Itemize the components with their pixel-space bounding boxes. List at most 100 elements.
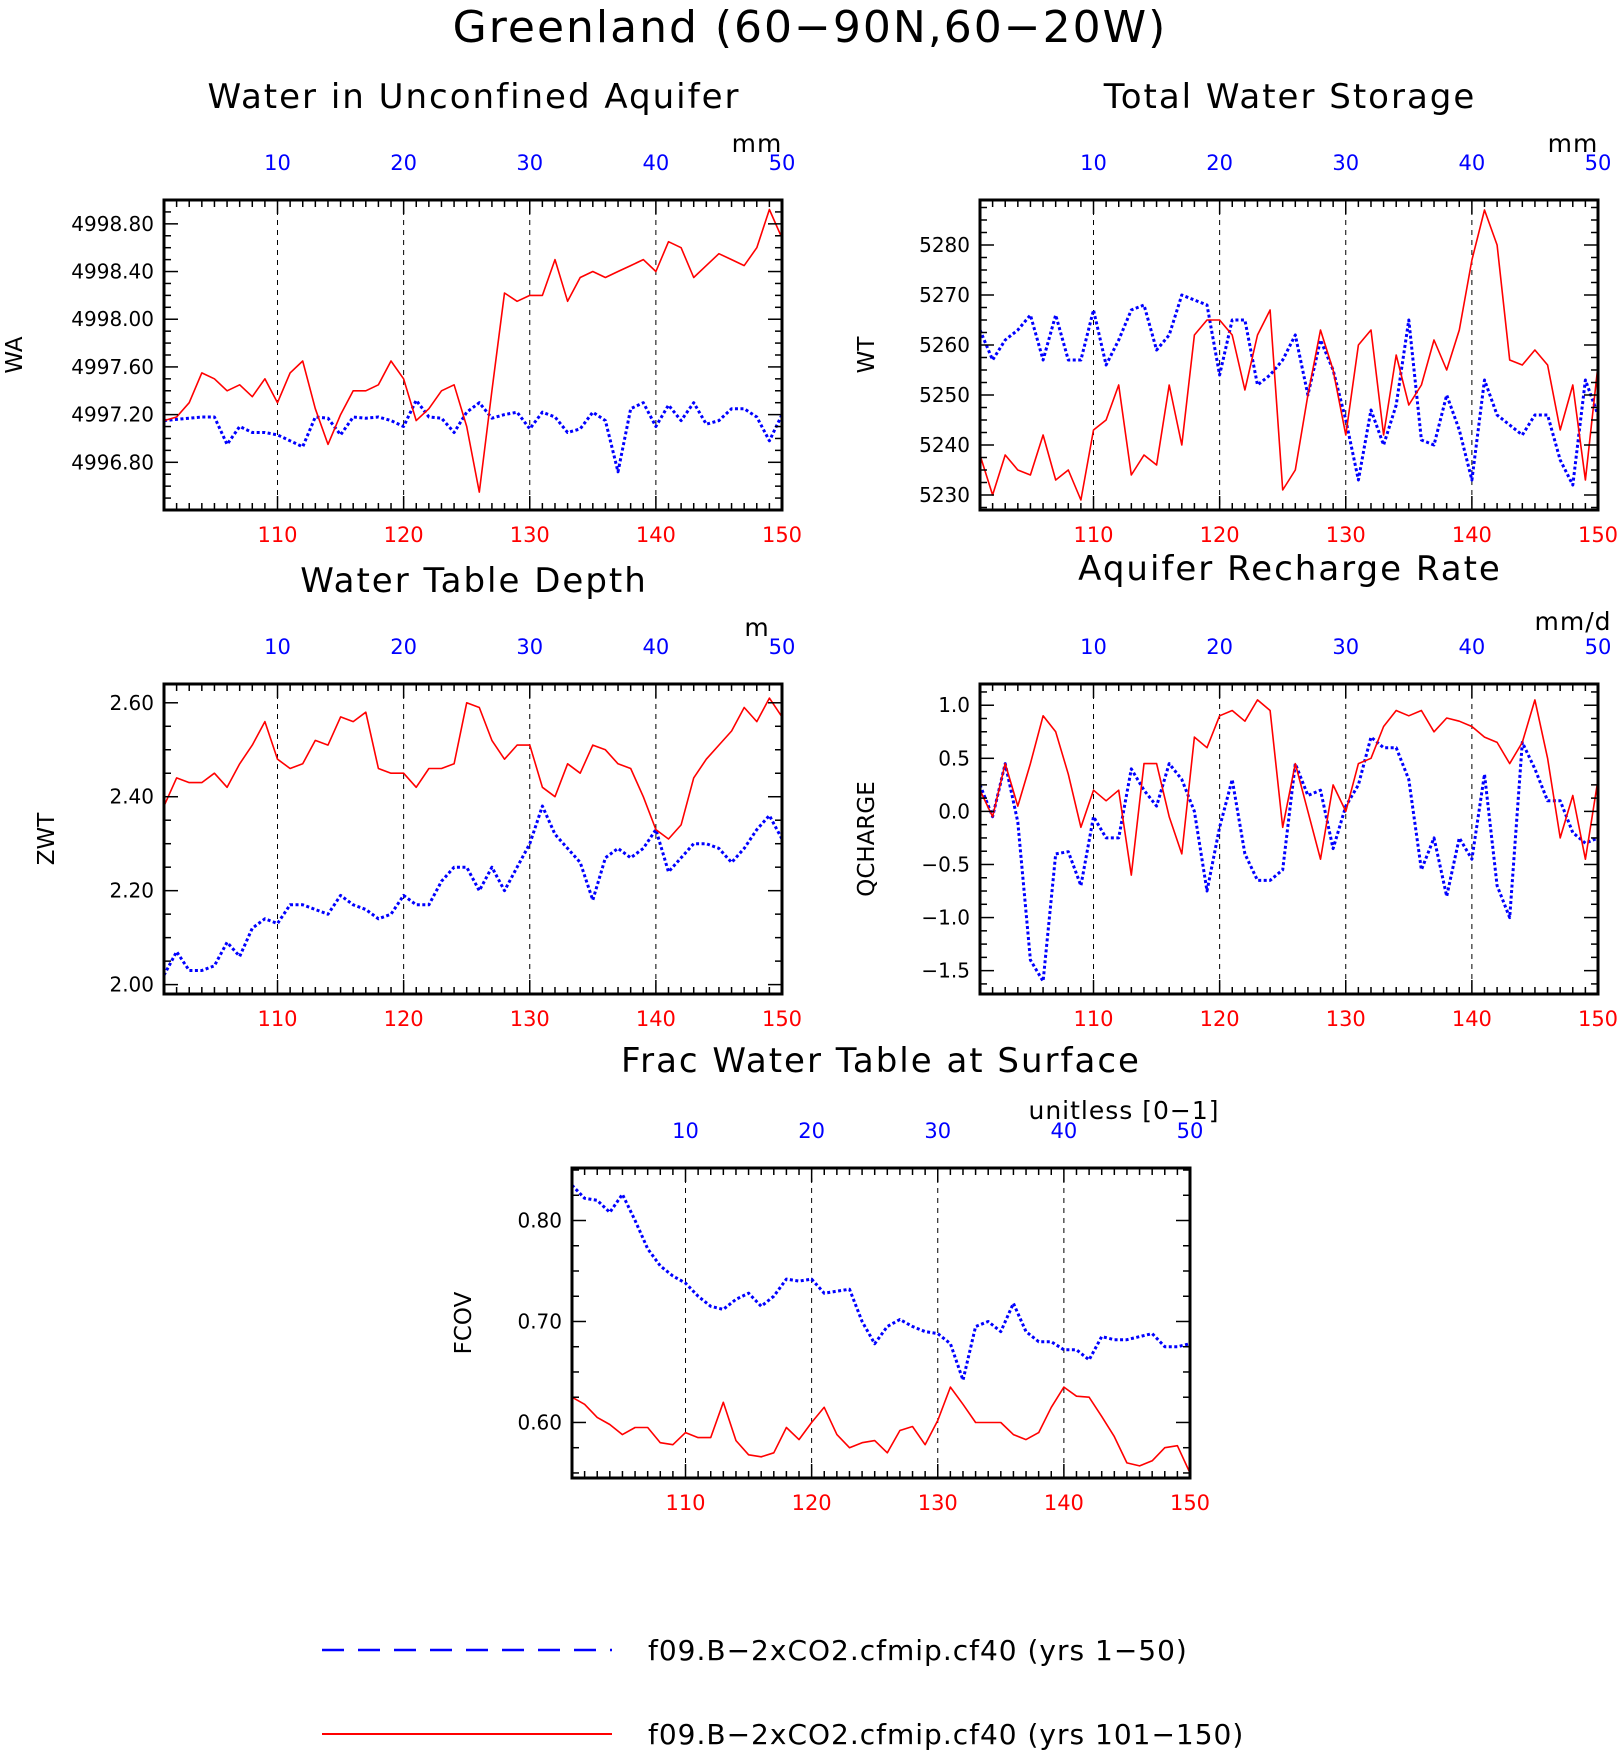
series-line-yrs-1-50 <box>163 398 784 474</box>
x-tick-label-top: 20 <box>798 1119 825 1143</box>
x-tick-label-top: 30 <box>1332 635 1359 659</box>
x-tick-label-top: 10 <box>264 151 291 175</box>
plot-frame <box>570 1166 1192 1480</box>
x-tick-label-bottom: 120 <box>384 1007 424 1031</box>
chart-panel: Aquifer Recharge Rate mm/d QCHARGE 110 120 13… <box>854 549 1618 1031</box>
y-tick-label: −0.5 <box>921 852 970 876</box>
x-tick-label-top: 10 <box>672 1119 699 1143</box>
x-tick-label-bottom: 120 <box>384 523 424 547</box>
units-label: m <box>744 613 769 642</box>
y-tick-label: 1.0 <box>938 693 970 717</box>
x-tick-label-top: 40 <box>1051 1119 1078 1143</box>
x-tick-label-bottom: 110 <box>257 1007 297 1031</box>
legend-label-blue: f09.B−2xCO2.cfmip.cf40 (yrs 1−50) <box>648 1634 1188 1667</box>
series-line-yrs-101-150 <box>163 697 783 840</box>
panel-title: Total Water Storage <box>1103 77 1477 117</box>
legend-label-red: f09.B−2xCO2.cfmip.cf40 (yrs 101−150) <box>648 1718 1244 1751</box>
series-line-yrs-1-50 <box>978 293 1600 487</box>
plot-frame <box>978 198 1600 512</box>
x-tick-label-bottom: 120 <box>792 1491 832 1515</box>
x-tick-label-top: 20 <box>1206 635 1233 659</box>
units-label: mm/d <box>1535 607 1612 636</box>
x-tick-label-top: 40 <box>643 151 670 175</box>
x-tick-label-top: 20 <box>1206 151 1233 175</box>
units-label: mm <box>732 129 783 158</box>
x-tick-label-top: 50 <box>1585 635 1612 659</box>
y-tick-label: −1.5 <box>921 959 970 983</box>
x-tick-label-bottom: 140 <box>1044 1491 1084 1515</box>
y-tick-label: 0.60 <box>517 1410 562 1434</box>
x-tick-label-bottom: 150 <box>1578 523 1618 547</box>
y-axis-label: FCOV <box>451 1291 477 1354</box>
y-tick-label: 4997.20 <box>71 403 154 427</box>
y-axis-label: WA <box>2 336 28 373</box>
units-label: mm <box>1548 129 1599 158</box>
x-tick-label-top: 50 <box>769 635 796 659</box>
x-tick-label-bottom: 150 <box>1578 1007 1618 1031</box>
x-tick-label-bottom: 120 <box>1200 1007 1240 1031</box>
y-tick-label: 0.0 <box>938 799 970 823</box>
y-tick-label: −1.0 <box>921 906 970 930</box>
y-axis-label: QCHARGE <box>854 781 880 897</box>
x-tick-label-bottom: 120 <box>1200 523 1240 547</box>
panel-title: Frac Water Table at Surface <box>621 1041 1141 1081</box>
x-tick-label-top: 30 <box>924 1119 951 1143</box>
series-line-yrs-101-150 <box>979 699 1599 876</box>
figure-title: Greenland (60−90N,60−20W) <box>453 2 1168 53</box>
y-tick-label: 5260 <box>919 333 970 357</box>
x-tick-label-bottom: 150 <box>762 523 802 547</box>
x-tick-label-top: 40 <box>643 635 670 659</box>
series-line-yrs-1-50 <box>978 735 1599 983</box>
x-tick-label-top: 30 <box>1332 151 1359 175</box>
y-tick-label: 4998.00 <box>71 307 154 331</box>
x-tick-label-bottom: 150 <box>762 1007 802 1031</box>
y-tick-label: 0.5 <box>938 746 970 770</box>
x-tick-label-top: 20 <box>390 151 417 175</box>
x-tick-label-top: 50 <box>1177 1119 1204 1143</box>
x-tick-label-top: 50 <box>769 151 796 175</box>
series-line-yrs-101-150 <box>163 208 783 493</box>
x-tick-label-bottom: 110 <box>257 523 297 547</box>
x-tick-label-bottom: 130 <box>510 1007 550 1031</box>
y-tick-label: 5280 <box>919 233 970 257</box>
x-tick-label-bottom: 150 <box>1170 1491 1210 1515</box>
chart-panel: Total Water Storage mm WT 110 120 130 140 150 10… <box>854 77 1618 547</box>
x-tick-label-bottom: 110 <box>665 1491 705 1515</box>
y-tick-label: 4996.80 <box>71 450 154 474</box>
x-tick-label-top: 20 <box>390 635 417 659</box>
y-tick-label: 4998.80 <box>71 212 154 236</box>
y-tick-label: 2.00 <box>109 973 154 997</box>
y-axis-label: ZWT <box>34 812 60 865</box>
x-tick-label-bottom: 130 <box>918 1491 958 1515</box>
chart-panel: Water in Unconfined Aquifer mm WA 110 120 130… <box>2 77 802 547</box>
panel-title: Water in Unconfined Aquifer <box>208 77 741 117</box>
x-tick-label-bottom: 140 <box>636 1007 676 1031</box>
x-tick-label-bottom: 140 <box>1452 523 1492 547</box>
x-tick-label-bottom: 130 <box>1326 1007 1366 1031</box>
units-label: unitless [0−1] <box>1028 1096 1219 1125</box>
x-tick-label-bottom: 130 <box>1326 523 1366 547</box>
y-tick-label: 2.20 <box>109 879 154 903</box>
x-tick-label-bottom: 110 <box>1073 523 1113 547</box>
x-tick-label-top: 30 <box>516 635 543 659</box>
x-tick-label-bottom: 140 <box>1452 1007 1492 1031</box>
y-tick-label: 0.80 <box>517 1209 562 1233</box>
y-tick-label: 4997.60 <box>71 355 154 379</box>
x-tick-label-top: 30 <box>516 151 543 175</box>
x-tick-label-top: 10 <box>1080 151 1107 175</box>
plot-frame <box>162 682 784 996</box>
series-line-yrs-1-50 <box>570 1184 1191 1382</box>
x-tick-label-top: 40 <box>1459 151 1486 175</box>
chart-panel: Frac Water Table at Surface unitless [0−1… <box>451 1041 1219 1515</box>
legend: f09.B−2xCO2.cfmip.cf40 (yrs 1−50) f09.B−… <box>322 1634 1244 1751</box>
plot-frame <box>978 682 1600 996</box>
x-tick-label-bottom: 110 <box>1073 1007 1113 1031</box>
series-line-yrs-101-150 <box>979 209 1599 501</box>
y-tick-label: 5230 <box>919 483 970 507</box>
y-tick-label: 2.60 <box>109 691 154 715</box>
y-tick-label: 5240 <box>919 433 970 457</box>
x-tick-label-top: 50 <box>1585 151 1612 175</box>
panel-title: Aquifer Recharge Rate <box>1078 549 1502 589</box>
y-axis-label: WT <box>854 336 880 374</box>
